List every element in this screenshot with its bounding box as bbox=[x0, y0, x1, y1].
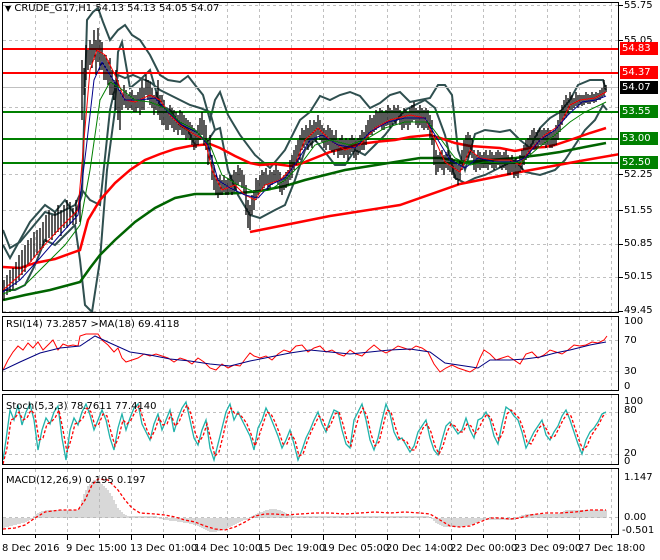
stoch-axis-label: 0 bbox=[624, 456, 631, 467]
rsi-axis-label: 30 bbox=[624, 366, 637, 377]
rsi-axis-label: 100 bbox=[624, 316, 644, 327]
level-tag-resistance-2: 54.37 bbox=[620, 66, 658, 79]
stoch-axis-label: 20 bbox=[624, 448, 637, 459]
rsi-plot bbox=[3, 333, 608, 373]
price-axis-label: 55.05 bbox=[624, 35, 653, 46]
price-axis-label: 50.85 bbox=[624, 238, 653, 249]
time-axis-label: 20 Dec 14:00 bbox=[386, 543, 454, 554]
rsi-title: RSI(14) 73.2857 >MA(18) 69.4118 bbox=[6, 319, 180, 330]
price-axis-label: 55.75 bbox=[624, 0, 653, 11]
rsi-axis-label: 70 bbox=[624, 335, 637, 346]
macd-axis-label: 0.00 bbox=[624, 512, 647, 523]
time-axis-label: 15 Dec 19:00 bbox=[258, 543, 326, 554]
macd-axis-label: 1.147 bbox=[624, 472, 653, 483]
stoch-title: Stoch(5,3,3) 78.7611 77.4140 bbox=[6, 401, 157, 412]
time-axis-label: 9 Dec 15:00 bbox=[66, 543, 127, 554]
time-axis-label: 19 Dec 05:00 bbox=[322, 543, 390, 554]
level-tag-resistance-1: 54.83 bbox=[620, 42, 658, 55]
time-axis-label: 22 Dec 00:00 bbox=[450, 543, 518, 554]
level-tag-support-1: 53.55 bbox=[620, 105, 658, 118]
stoch-plot bbox=[3, 400, 607, 464]
level-tag-support-2: 53.00 bbox=[620, 132, 658, 145]
symbol-label: CRUDE_G17,H1 bbox=[14, 3, 93, 14]
stoch-axis-label: 100 bbox=[624, 396, 644, 407]
chart-header: ▼ CRUDE_G17,H1 54.13 54.13 54.05 54.07 bbox=[5, 3, 219, 14]
ohlc-values: 54.13 54.13 54.05 54.07 bbox=[95, 3, 220, 14]
price-axis-label: 52.25 bbox=[624, 169, 653, 180]
price-axis-label: 50.15 bbox=[624, 271, 653, 282]
time-axis-label: 14 Dec 10:00 bbox=[194, 543, 262, 554]
time-axis-label: 27 Dec 18:00 bbox=[578, 543, 646, 554]
macd-axis-label: -0.501 bbox=[622, 525, 655, 536]
price-axis-label: 51.55 bbox=[624, 205, 653, 216]
stoch-axis-label: 80 bbox=[624, 405, 637, 416]
axis-ticks bbox=[35, 5, 623, 540]
collapse-triangle-icon[interactable]: ▼ bbox=[5, 4, 12, 13]
macd-plot bbox=[3, 478, 607, 532]
price-axis-label: 49.45 bbox=[624, 305, 653, 316]
time-axis-label: 13 Dec 01:00 bbox=[130, 543, 198, 554]
macd-title: MACD(12,26,9) 0.195 0.197 bbox=[6, 475, 146, 486]
time-axis-label: 8 Dec 2016 bbox=[2, 543, 60, 554]
rsi-axis-label: 0 bbox=[624, 381, 631, 392]
pane-frames bbox=[2, 2, 619, 535]
level-tag-support-3: 52.50 bbox=[620, 156, 658, 169]
price-plot bbox=[3, 6, 618, 312]
current-price-tag: 54.07 bbox=[620, 81, 658, 94]
time-axis-label: 23 Dec 09:00 bbox=[514, 543, 582, 554]
